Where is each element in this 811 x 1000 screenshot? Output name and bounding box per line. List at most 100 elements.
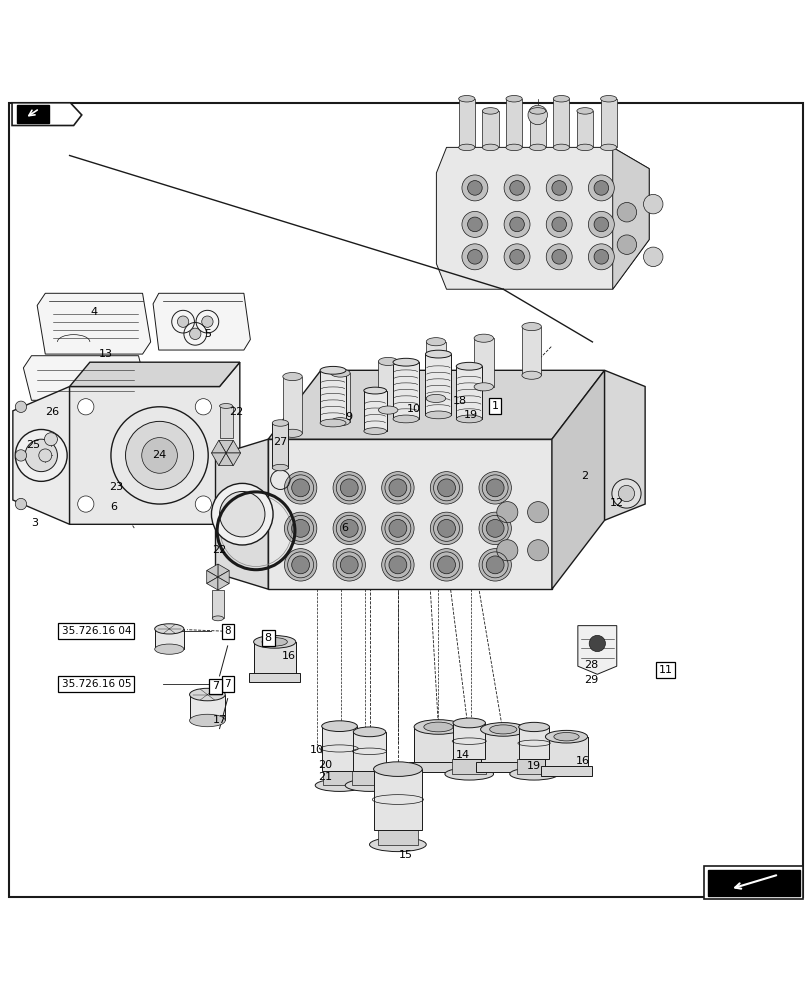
Circle shape: [589, 635, 605, 652]
Bar: [452, 759, 486, 774]
Circle shape: [15, 450, 27, 461]
Bar: [409, 762, 467, 772]
Ellipse shape: [155, 624, 183, 634]
Circle shape: [594, 181, 608, 195]
Bar: [518, 727, 549, 759]
Ellipse shape: [474, 334, 493, 342]
Text: 7: 7: [224, 679, 230, 689]
Text: 10: 10: [310, 745, 324, 755]
Polygon shape: [225, 440, 240, 453]
Circle shape: [546, 175, 572, 201]
Bar: [706, 870, 799, 896]
Ellipse shape: [456, 362, 482, 370]
Ellipse shape: [521, 323, 541, 331]
Polygon shape: [218, 440, 233, 453]
Bar: [453, 723, 485, 759]
Polygon shape: [12, 103, 82, 125]
Circle shape: [284, 549, 316, 581]
Circle shape: [381, 472, 414, 504]
Bar: [505, 99, 521, 147]
Ellipse shape: [426, 394, 445, 403]
Polygon shape: [551, 370, 604, 589]
Circle shape: [616, 203, 636, 222]
Circle shape: [340, 479, 358, 497]
Text: 5: 5: [204, 329, 211, 339]
Polygon shape: [24, 356, 147, 400]
Ellipse shape: [330, 418, 350, 426]
Circle shape: [496, 502, 517, 523]
Ellipse shape: [444, 768, 493, 780]
Circle shape: [509, 217, 524, 232]
Circle shape: [111, 407, 208, 504]
Bar: [552, 99, 569, 147]
Ellipse shape: [453, 718, 485, 728]
Circle shape: [527, 105, 547, 125]
Ellipse shape: [529, 108, 545, 114]
Text: 17: 17: [212, 715, 226, 725]
Circle shape: [546, 244, 572, 270]
Polygon shape: [211, 453, 225, 466]
Ellipse shape: [509, 768, 558, 780]
Circle shape: [527, 502, 548, 523]
Bar: [272, 423, 288, 468]
Ellipse shape: [393, 415, 418, 423]
Circle shape: [126, 421, 193, 489]
Polygon shape: [32, 364, 155, 408]
Polygon shape: [207, 577, 217, 590]
Ellipse shape: [545, 730, 587, 743]
Bar: [363, 391, 386, 431]
Circle shape: [291, 556, 309, 574]
Bar: [414, 727, 462, 763]
Text: 6: 6: [341, 523, 348, 533]
Ellipse shape: [425, 411, 451, 419]
Polygon shape: [703, 866, 802, 899]
Polygon shape: [207, 564, 217, 577]
Circle shape: [430, 472, 462, 504]
Polygon shape: [612, 147, 648, 289]
Ellipse shape: [552, 96, 569, 102]
Circle shape: [616, 235, 636, 254]
Bar: [541, 766, 591, 776]
Ellipse shape: [426, 338, 445, 346]
Circle shape: [551, 250, 566, 264]
Ellipse shape: [482, 108, 498, 114]
Text: 18: 18: [452, 396, 466, 406]
Circle shape: [467, 181, 482, 195]
Circle shape: [504, 244, 530, 270]
Text: 21: 21: [317, 772, 332, 782]
Circle shape: [588, 211, 614, 237]
Circle shape: [551, 181, 566, 195]
Circle shape: [15, 429, 67, 481]
Ellipse shape: [456, 415, 482, 423]
Circle shape: [594, 217, 608, 232]
Polygon shape: [217, 564, 229, 577]
Bar: [378, 361, 397, 410]
Ellipse shape: [282, 429, 302, 437]
Text: 20: 20: [317, 760, 332, 770]
Polygon shape: [70, 362, 239, 524]
Text: 22: 22: [212, 545, 226, 555]
Circle shape: [177, 316, 188, 327]
Ellipse shape: [576, 144, 592, 151]
Circle shape: [478, 472, 511, 504]
Text: 8: 8: [264, 633, 272, 643]
Circle shape: [195, 399, 211, 415]
Bar: [456, 366, 482, 419]
Bar: [320, 370, 345, 423]
Text: 35.726.16 05: 35.726.16 05: [62, 679, 131, 689]
Polygon shape: [577, 626, 616, 674]
Circle shape: [461, 211, 487, 237]
Ellipse shape: [425, 350, 451, 358]
Ellipse shape: [521, 371, 541, 379]
Ellipse shape: [321, 721, 357, 732]
Polygon shape: [153, 293, 250, 350]
Bar: [378, 830, 417, 845]
Ellipse shape: [272, 464, 288, 471]
Text: 27: 27: [272, 437, 287, 447]
Circle shape: [189, 328, 200, 339]
Circle shape: [504, 175, 530, 201]
Circle shape: [78, 496, 94, 512]
Ellipse shape: [378, 357, 397, 365]
Circle shape: [461, 175, 487, 201]
Circle shape: [486, 519, 504, 537]
